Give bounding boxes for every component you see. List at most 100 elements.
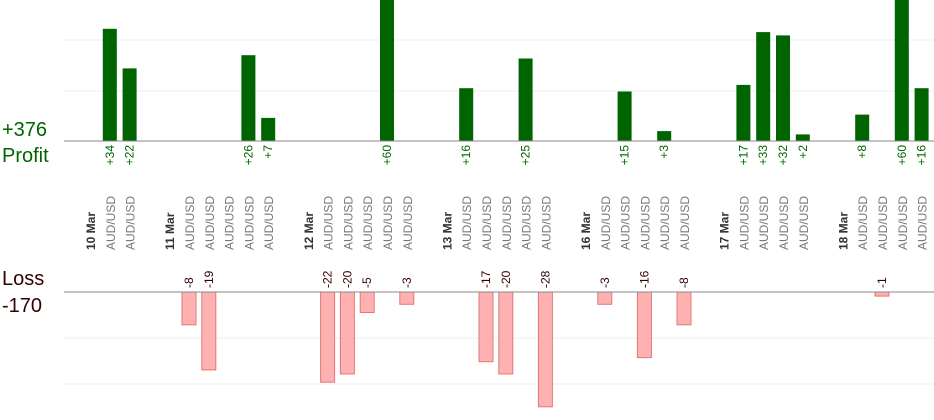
loss-value-label: -20	[340, 270, 354, 288]
profit-value-label: +32	[776, 145, 790, 166]
profit-bar	[795, 134, 810, 141]
profit-value-label: +2	[796, 145, 810, 159]
symbol-label: AUD/USD	[124, 196, 138, 250]
bars-layer	[102, 0, 929, 408]
profit-value-label: +17	[736, 145, 750, 166]
symbol-label: AUD/USD	[896, 196, 910, 250]
symbol-label: AUD/USD	[658, 196, 672, 250]
summary-profit-label: Profit	[2, 145, 49, 167]
symbol-label: AUD/USD	[916, 196, 930, 250]
profit-bar	[657, 131, 672, 141]
date-label: 16 Mar	[579, 212, 593, 250]
symbol-label: AUD/USD	[539, 196, 553, 250]
profit-value-label: +60	[895, 145, 909, 166]
profit-value-label: +34	[103, 145, 117, 166]
date-label: 17 Mar	[718, 212, 732, 250]
symbol-label: AUD/USD	[460, 196, 474, 250]
loss-bar	[597, 291, 613, 305]
profit-bar	[380, 0, 394, 141]
symbol-label: AUD/USD	[203, 196, 217, 250]
axis-lines	[64, 140, 934, 293]
profit-bar	[261, 117, 276, 141]
loss-value-label: -19	[202, 270, 216, 288]
loss-value-label: -3	[598, 277, 612, 288]
loss-bar	[636, 291, 652, 359]
symbol-label: AUD/USD	[341, 196, 355, 250]
date-label: 12 Mar	[302, 212, 316, 250]
date-label: 10 Mar	[84, 212, 98, 250]
loss-value-label: -20	[499, 270, 513, 288]
symbol-label: AUD/USD	[876, 196, 890, 250]
symbol-label: AUD/USD	[104, 196, 118, 250]
profit-value-label: +16	[459, 145, 473, 166]
loss-bar	[498, 291, 514, 375]
loss-bar	[320, 291, 336, 383]
profit-bar	[459, 88, 474, 141]
symbol-label: AUD/USD	[856, 196, 870, 250]
profit-value-label: +25	[519, 145, 533, 166]
date-label: 13 Mar	[440, 212, 454, 250]
profit-bar	[756, 32, 771, 141]
summary-loss-label: Loss	[2, 268, 45, 290]
profit-bar	[518, 58, 533, 141]
symbol-label: AUD/USD	[500, 196, 514, 250]
date-label: 11 Mar	[163, 212, 177, 250]
profit-value-label: +16	[915, 145, 929, 166]
symbol-label: AUD/USD	[480, 196, 494, 250]
profit-bar	[617, 91, 632, 141]
profit-bar	[241, 55, 256, 142]
symbol-label: AUD/USD	[737, 196, 751, 250]
symbol-label: AUD/USD	[242, 196, 256, 250]
profit-bar	[855, 114, 870, 141]
symbol-label: AUD/USD	[638, 196, 652, 250]
summary-loss-total: -170	[2, 295, 43, 317]
profit-value-label: +22	[123, 145, 137, 166]
symbol-label: AUD/USD	[797, 196, 811, 250]
loss-value-label: -16	[637, 270, 651, 288]
profit-value-label: +3	[657, 145, 671, 159]
loss-value-label: -8	[182, 277, 196, 288]
symbol-label: AUD/USD	[619, 196, 633, 250]
loss-bar	[359, 291, 375, 313]
symbol-label: AUD/USD	[401, 196, 415, 250]
profit-bar	[736, 84, 751, 141]
loss-bar	[874, 291, 890, 297]
symbol-label: AUD/USD	[322, 196, 336, 250]
symbol-label: AUD/USD	[381, 196, 395, 250]
loss-bar	[478, 291, 494, 363]
profit-value-label: +15	[618, 145, 632, 166]
loss-bar	[339, 291, 355, 375]
profit-bar	[122, 68, 137, 141]
profit-value-label: +8	[855, 145, 869, 159]
loss-value-label: -22	[321, 270, 335, 288]
loss-bar	[201, 291, 217, 371]
profit-bar	[914, 88, 929, 141]
symbol-label: AUD/USD	[361, 196, 375, 250]
loss-bar	[676, 291, 692, 326]
symbol-label: AUD/USD	[777, 196, 791, 250]
profit-value-label: +33	[756, 145, 770, 166]
profit-bar	[776, 35, 790, 141]
loss-bar	[537, 291, 553, 408]
symbol-label: AUD/USD	[262, 196, 276, 250]
profit-value-label: +60	[380, 145, 394, 166]
symbol-label: AUD/USD	[757, 196, 771, 250]
labels-layer: 10 Mar AUD/USD +34 AUD/USD +22 11 Mar AUD/USD -…	[84, 145, 930, 288]
profit-value-label: +26	[241, 145, 255, 166]
loss-value-label: -8	[677, 277, 691, 288]
summary-profit-total: +376	[2, 119, 48, 141]
loss-bar	[181, 291, 197, 326]
date-label: 18 Mar	[836, 212, 850, 250]
profit-value-label: +7	[261, 145, 275, 159]
symbol-label: AUD/USD	[183, 196, 197, 250]
loss-value-label: -1	[875, 277, 889, 288]
symbol-label: AUD/USD	[599, 196, 613, 250]
loss-bar	[399, 291, 415, 305]
loss-value-label: -17	[479, 270, 493, 288]
profit-bar	[102, 28, 117, 141]
loss-value-label: -5	[360, 277, 374, 288]
loss-value-label: -3	[400, 277, 414, 288]
loss-value-label: -28	[538, 270, 552, 288]
symbol-label: AUD/USD	[223, 196, 237, 250]
